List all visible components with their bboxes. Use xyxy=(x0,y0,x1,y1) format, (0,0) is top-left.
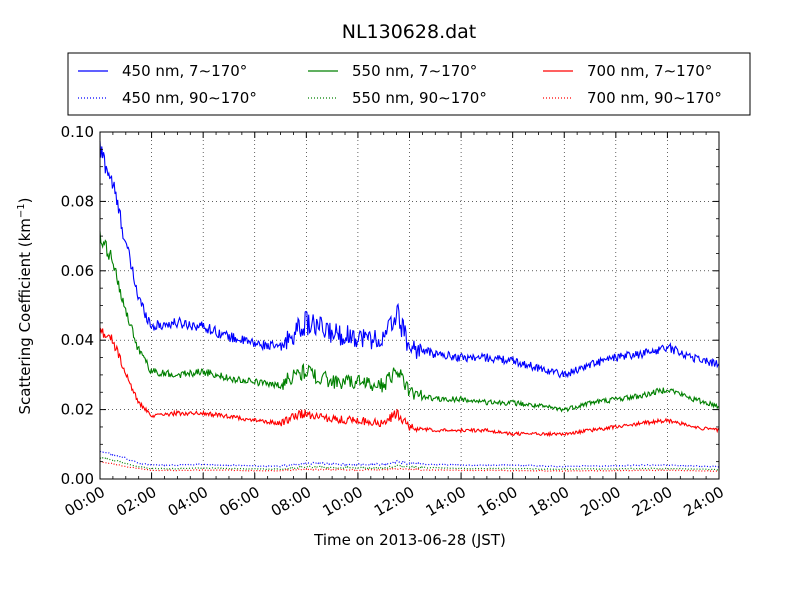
legend-label: 450 nm, 7∼170° xyxy=(122,62,247,80)
plot-lines xyxy=(99,140,720,473)
y-axis-label: Scattering Coefficient (km−1) xyxy=(16,197,34,414)
chart-title: NL130628.dat xyxy=(342,21,477,43)
legend-label: 700 nm, 7∼170° xyxy=(587,62,712,80)
series-line xyxy=(99,231,720,413)
y-tick-label: 0.00 xyxy=(61,470,94,488)
series-line xyxy=(99,457,720,471)
ticks xyxy=(99,131,720,480)
y-tick-label: 0.06 xyxy=(61,262,94,280)
x-tick-label: 02:00 xyxy=(113,483,159,520)
x-tick-label: 10:00 xyxy=(319,483,365,520)
y-tick-labels: 0.00 0.02 0.04 0.06 0.08 0.10 xyxy=(61,123,94,488)
x-tick-label: 04:00 xyxy=(165,483,211,520)
y-tick-label: 0.08 xyxy=(61,192,94,210)
x-axis-label: Time on 2013-06-28 (JST) xyxy=(313,531,506,549)
y-axis-label-sup: −1 xyxy=(16,203,27,218)
x-tick-label: 06:00 xyxy=(216,483,262,520)
series-line xyxy=(99,140,720,379)
x-tick-label: 18:00 xyxy=(526,483,572,520)
x-tick-label: 14:00 xyxy=(423,483,469,520)
legend-label: 550 nm, 7∼170° xyxy=(352,62,477,80)
series-line xyxy=(99,450,720,468)
x-tick-label: 12:00 xyxy=(371,483,417,520)
y-tick-label: 0.02 xyxy=(61,401,94,419)
x-tick-labels: 00:00 02:00 04:00 06:00 08:00 10:00 12:00 14:00… xyxy=(62,483,727,520)
y-tick-label: 0.10 xyxy=(61,123,94,141)
legend-frame xyxy=(67,52,751,116)
x-tick-label: 24:00 xyxy=(681,483,727,520)
legend-label: 450 nm, 90∼170° xyxy=(122,89,257,107)
legend: 450 nm, 7∼170° 550 nm, 7∼170° 700 nm, 7∼17… xyxy=(67,52,751,116)
grid xyxy=(100,132,719,479)
x-tick-label: 20:00 xyxy=(577,483,623,520)
legend-label: 550 nm, 90∼170° xyxy=(352,89,487,107)
x-tick-label: 22:00 xyxy=(629,483,675,520)
y-tick-label: 0.04 xyxy=(61,331,94,349)
x-tick-label: 00:00 xyxy=(62,483,108,520)
x-tick-label: 08:00 xyxy=(268,483,314,520)
y-axis-label-main: Scattering Coefficient (km xyxy=(16,218,34,414)
x-tick-label: 16:00 xyxy=(474,483,520,520)
series-line xyxy=(99,327,720,438)
y-axis-label-close: ) xyxy=(16,197,34,203)
legend-label: 700 nm, 90∼170° xyxy=(587,89,722,107)
